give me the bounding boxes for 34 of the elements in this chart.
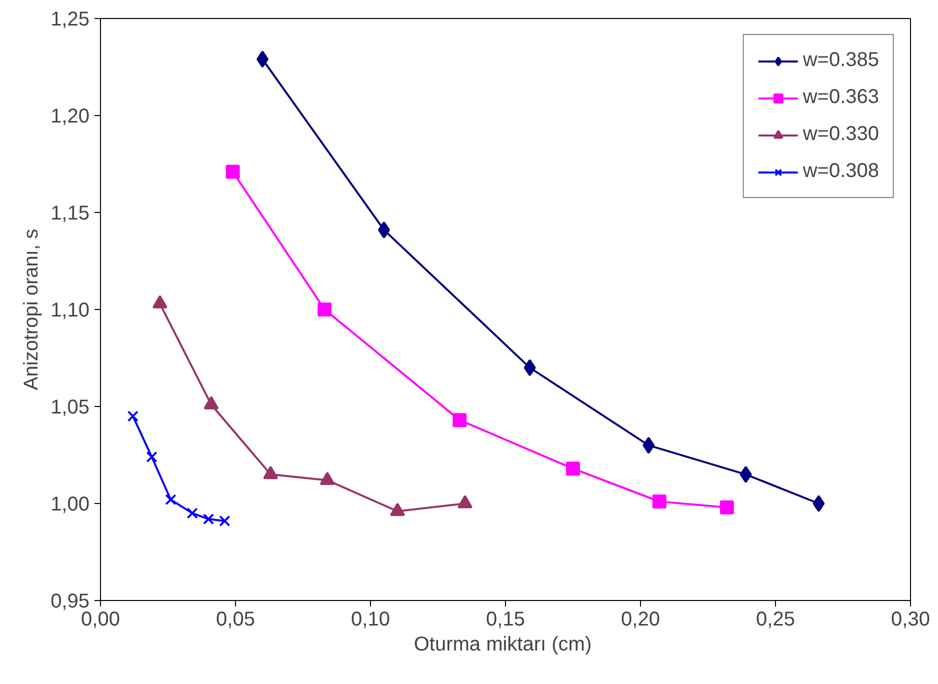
y-tick-label: 1,00	[50, 494, 90, 516]
x-tick-label: 0,25	[756, 608, 795, 630]
point	[524, 359, 536, 376]
x-tick-label: 0,20	[621, 608, 660, 630]
x-tick-label: 0,10	[351, 608, 390, 630]
point	[226, 164, 240, 179]
point	[186, 508, 198, 519]
x-tick-label: 0,30	[891, 608, 930, 630]
legend-label: w=0.385	[802, 49, 879, 72]
point	[202, 513, 214, 525]
x-tick-label: 0,15	[486, 608, 525, 630]
point	[146, 451, 158, 463]
legend-label: w=0.330	[802, 123, 879, 146]
y-tick-label: 1,25	[50, 8, 90, 30]
point	[652, 494, 666, 509]
legend-label: w=0.308	[802, 160, 879, 183]
point	[127, 410, 138, 422]
y-axis-title: Anizotropi oranı, s	[20, 228, 43, 390]
point	[642, 436, 655, 454]
y-tick-label: 1,15	[50, 202, 90, 224]
point	[219, 515, 230, 527]
point	[452, 413, 467, 428]
y-tick-label: 1,05	[50, 396, 90, 418]
point	[566, 462, 580, 476]
point	[318, 302, 332, 316]
y-tick-label: 1,10	[50, 300, 90, 322]
x-tick-label: 0,05	[216, 608, 255, 630]
point	[165, 494, 176, 506]
point	[720, 500, 734, 514]
legend-label: w=0.363	[802, 86, 879, 109]
point	[812, 495, 825, 512]
y-tick-label: 1,20	[50, 106, 90, 128]
point	[740, 466, 752, 483]
x-axis-title: Oturma miktarı (cm)	[414, 634, 592, 656]
